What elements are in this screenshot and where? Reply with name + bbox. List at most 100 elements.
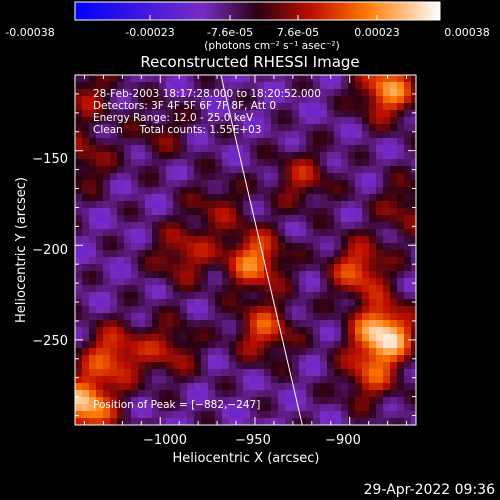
heatmap-cell bbox=[313, 411, 321, 419]
heatmap-cell bbox=[208, 418, 216, 425]
heatmap-cell bbox=[124, 187, 132, 195]
heatmap-cell bbox=[159, 418, 167, 425]
heatmap-cell bbox=[194, 138, 202, 146]
heatmap-cell bbox=[124, 208, 132, 216]
heatmap-cell bbox=[292, 285, 300, 293]
heatmap-cell bbox=[355, 166, 363, 174]
heatmap-cell bbox=[215, 89, 223, 97]
heatmap-cell bbox=[362, 222, 370, 230]
heatmap-cell bbox=[341, 89, 349, 97]
heatmap-cell bbox=[96, 411, 104, 419]
heatmap-cell bbox=[327, 117, 335, 125]
heatmap-cell bbox=[411, 222, 416, 230]
heatmap-cell bbox=[383, 264, 391, 272]
heatmap-cell bbox=[215, 243, 223, 251]
heatmap-cell bbox=[348, 250, 356, 258]
heatmap-cell bbox=[208, 376, 216, 384]
heatmap-cell bbox=[411, 173, 416, 181]
heatmap-cell bbox=[229, 152, 237, 160]
heatmap-cell bbox=[243, 145, 251, 153]
heatmap-cell bbox=[299, 180, 307, 188]
heatmap-cell bbox=[257, 201, 265, 209]
heatmap-cell bbox=[250, 187, 258, 195]
heatmap-cell bbox=[397, 110, 405, 118]
heatmap-cell bbox=[369, 341, 377, 349]
heatmap-cell bbox=[299, 411, 307, 419]
heatmap-cell bbox=[376, 383, 384, 391]
heatmap-cell bbox=[110, 96, 118, 104]
heatmap-cell bbox=[222, 173, 230, 181]
heatmap-cell bbox=[131, 243, 139, 251]
heatmap-cell bbox=[264, 215, 272, 223]
heatmap-cell bbox=[145, 397, 153, 405]
heatmap-cell bbox=[257, 299, 265, 307]
heatmap-cell bbox=[285, 271, 293, 279]
heatmap-cell bbox=[96, 201, 104, 209]
heatmap-cell bbox=[124, 110, 132, 118]
heatmap-cell bbox=[131, 334, 139, 342]
heatmap-cell bbox=[327, 194, 335, 202]
heatmap-cell bbox=[145, 180, 153, 188]
heatmap-cell bbox=[327, 362, 335, 370]
heatmap-cell bbox=[75, 397, 83, 405]
heatmap-cell bbox=[124, 390, 132, 398]
heatmap-cell bbox=[257, 96, 265, 104]
heatmap-cell bbox=[103, 110, 111, 118]
heatmap-cell bbox=[96, 243, 104, 251]
heatmap-cell bbox=[208, 201, 216, 209]
heatmap-cell bbox=[110, 348, 118, 356]
heatmap-cell bbox=[334, 152, 342, 160]
heatmap-cell bbox=[222, 285, 230, 293]
heatmap-cell bbox=[166, 278, 174, 286]
heatmap-cell bbox=[397, 299, 405, 307]
heatmap-cell bbox=[201, 166, 209, 174]
heatmap-cell bbox=[348, 383, 356, 391]
heatmap-cell bbox=[397, 166, 405, 174]
heatmap-cell bbox=[271, 397, 279, 405]
heatmap-cell bbox=[341, 271, 349, 279]
heatmap-cell bbox=[236, 278, 244, 286]
heatmap-cell bbox=[285, 194, 293, 202]
heatmap-cell bbox=[152, 159, 160, 167]
heatmap-cell bbox=[299, 187, 307, 195]
heatmap-cell bbox=[313, 278, 321, 286]
heatmap-cell bbox=[292, 271, 300, 279]
heatmap-cell bbox=[327, 201, 335, 209]
heatmap-cell bbox=[285, 201, 293, 209]
heatmap-cell bbox=[166, 117, 174, 125]
heatmap-cell bbox=[355, 96, 363, 104]
heatmap-cell bbox=[145, 110, 153, 118]
heatmap-cell bbox=[187, 292, 195, 300]
heatmap-cell bbox=[166, 285, 174, 293]
heatmap-cell bbox=[334, 82, 342, 90]
heatmap-cell bbox=[215, 355, 223, 363]
heatmap-cell bbox=[180, 131, 188, 139]
heatmap-cell bbox=[187, 117, 195, 125]
heatmap-cell bbox=[369, 404, 377, 412]
heatmap-cell bbox=[411, 313, 416, 321]
heatmap-cell bbox=[103, 159, 111, 167]
heatmap-cell bbox=[222, 166, 230, 174]
heatmap-cell bbox=[243, 75, 251, 83]
x-axis-label: Heliocentric X (arcsec) bbox=[173, 451, 320, 466]
heatmap-cell bbox=[341, 411, 349, 419]
heatmap-cell bbox=[229, 397, 237, 405]
heatmap-cell bbox=[159, 369, 167, 377]
heatmap-cell bbox=[222, 411, 230, 419]
heatmap-cell bbox=[257, 306, 265, 314]
heatmap-cell bbox=[362, 236, 370, 244]
heatmap-cell bbox=[173, 418, 181, 425]
heatmap-cell bbox=[222, 341, 230, 349]
heatmap-cell bbox=[222, 292, 230, 300]
heatmap-cell bbox=[89, 376, 97, 384]
heatmap-cell bbox=[264, 145, 272, 153]
heatmap-cell bbox=[257, 264, 265, 272]
heatmap-cell bbox=[369, 96, 377, 104]
heatmap-cell bbox=[390, 75, 398, 83]
heatmap-cell bbox=[110, 306, 118, 314]
heatmap-cell bbox=[334, 110, 342, 118]
heatmap-cell bbox=[243, 131, 251, 139]
heatmap-cell bbox=[236, 229, 244, 237]
heatmap-cell bbox=[376, 215, 384, 223]
heatmap-cell bbox=[278, 355, 286, 363]
